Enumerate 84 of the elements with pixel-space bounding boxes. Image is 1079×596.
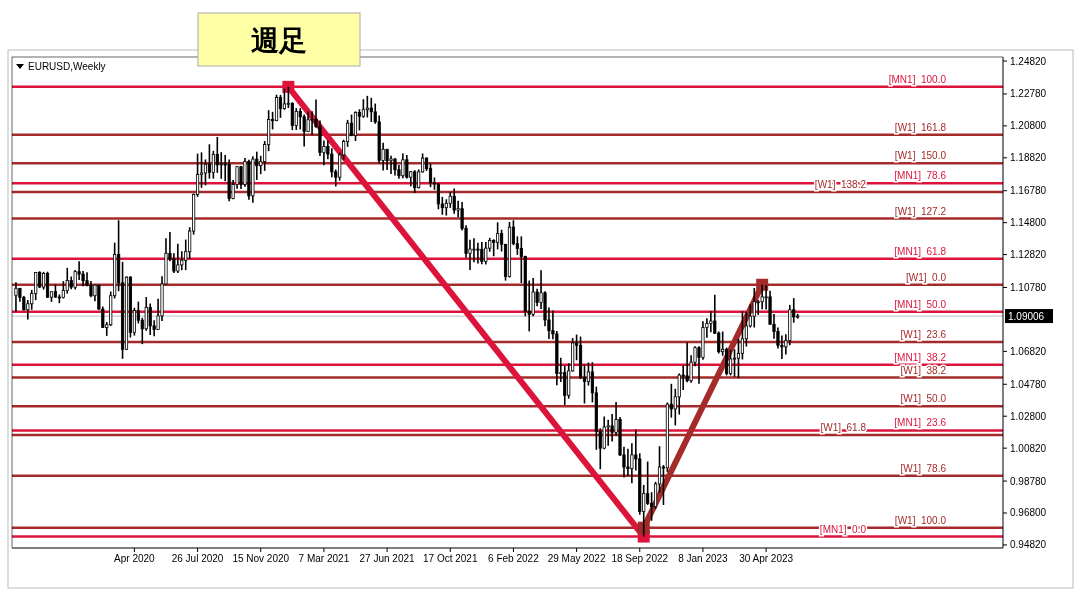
y-tick-label: 1.22780 bbox=[1010, 88, 1047, 100]
y-tick-label: 1.06820 bbox=[1010, 345, 1047, 357]
x-tick-label: 29 May 2022 bbox=[547, 553, 606, 564]
candlestick bbox=[496, 221, 500, 251]
ref-line-label: [W1] 50.0 bbox=[900, 393, 947, 405]
candlestick bbox=[606, 418, 610, 447]
text: 1.09006 bbox=[1008, 311, 1045, 323]
ref-line-label: [MN1] 61.8 bbox=[894, 245, 947, 257]
x-tick-label: 8 Jan 2023 bbox=[678, 553, 729, 564]
candlestick bbox=[480, 241, 484, 266]
candlestick bbox=[736, 337, 741, 379]
candlestick bbox=[219, 151, 223, 180]
y-tick-label: 1.18820 bbox=[1010, 152, 1047, 164]
candlestick bbox=[385, 148, 389, 171]
y-tick-label: 1.10780 bbox=[1010, 282, 1047, 293]
candlestick bbox=[401, 152, 405, 180]
ref-line-label: [W1] 127.2 bbox=[894, 205, 947, 217]
candlestick bbox=[760, 283, 764, 311]
ref-line-label: [MN1] 23.6 bbox=[894, 417, 947, 429]
ref-line-label: [MN1] 100.0 bbox=[888, 73, 947, 85]
y-tick-label: 1.00820 bbox=[1010, 442, 1047, 454]
y-tick-label: 1.16780 bbox=[1010, 185, 1047, 197]
candlestick bbox=[610, 413, 614, 443]
candlestick bbox=[310, 110, 314, 136]
candlestick bbox=[45, 270, 50, 299]
x-tick-label: 6 Feb 2022 bbox=[488, 553, 540, 564]
ref-line-label: [W1] 0.0 bbox=[905, 271, 947, 283]
y-tick-label: 1.14800 bbox=[1010, 217, 1047, 229]
y-tick-label: 0.98780 bbox=[1010, 475, 1047, 487]
candlestick bbox=[365, 95, 369, 119]
ref-line-label: [W1] 100.0 bbox=[894, 514, 947, 526]
candlestick bbox=[207, 143, 211, 180]
ref-line-label: [W1] 23.6 bbox=[900, 329, 947, 341]
candlestick bbox=[211, 150, 215, 180]
ref-line-label: [MN1] 78.6 bbox=[894, 170, 947, 182]
candlestick bbox=[752, 287, 756, 329]
candlestick bbox=[361, 98, 365, 119]
y-tick-label: 1.04780 bbox=[1010, 378, 1047, 390]
candlestick bbox=[436, 182, 440, 211]
x-tick-label: 7 Mar 2021 bbox=[298, 553, 350, 564]
y-tick-label: 0.96800 bbox=[1010, 507, 1047, 519]
candlestick bbox=[740, 310, 744, 361]
ref-line-label: [W1] 78.6 bbox=[900, 462, 947, 474]
x-tick-label: 18 Sep 2022 bbox=[611, 553, 669, 564]
x-tick-label: Apr 2020 bbox=[114, 553, 156, 564]
ref-line-label: [MN1] 50.0 bbox=[894, 298, 947, 310]
candlestick bbox=[282, 87, 287, 111]
ref-line-label: [MN1] 38.2 bbox=[894, 351, 947, 363]
candlestick bbox=[732, 348, 737, 378]
y-tick-label: 1.12820 bbox=[1010, 249, 1047, 261]
candlestick bbox=[278, 94, 283, 119]
x-tick-label: 17 Oct 2021 bbox=[423, 553, 478, 564]
candlestick bbox=[176, 242, 180, 274]
y-tick-label: 1.24820 bbox=[1010, 55, 1047, 67]
candlestick bbox=[148, 302, 152, 336]
candlestick bbox=[294, 107, 298, 131]
y-tick-label: 0.94820 bbox=[1010, 539, 1047, 551]
candlestick bbox=[472, 237, 476, 263]
candlestick bbox=[452, 187, 456, 215]
candlestick bbox=[626, 447, 630, 477]
chart-title: 週足 bbox=[251, 25, 307, 56]
ref-line-label: [W1] 38.2 bbox=[900, 364, 947, 376]
candlestick bbox=[484, 241, 488, 266]
y-tick-label: 1.02800 bbox=[1010, 410, 1047, 422]
candlestick bbox=[353, 110, 358, 142]
x-tick-label: 15 Nov 2020 bbox=[232, 553, 290, 564]
candlestick bbox=[203, 158, 208, 187]
candlestick bbox=[476, 242, 480, 265]
candlestick bbox=[65, 267, 69, 295]
ref-line-label: [W1] 161.8 bbox=[894, 121, 947, 133]
candlestick bbox=[357, 108, 362, 132]
point bbox=[282, 80, 295, 93]
x-tick-label: 27 Jun 2021 bbox=[359, 553, 416, 564]
x-tick-label: 26 Jul 2020 bbox=[171, 553, 224, 564]
candlestick bbox=[239, 165, 243, 190]
x-tick-label: 30 Apr 2023 bbox=[739, 553, 794, 564]
candlestick bbox=[369, 97, 373, 123]
candlestick bbox=[709, 310, 713, 334]
ref-line-label: [W1] 150.0 bbox=[894, 150, 947, 162]
candlestick bbox=[274, 93, 279, 122]
candlestick bbox=[728, 349, 733, 377]
chart-subtitle: EURUSD,Weekly bbox=[28, 61, 106, 72]
y-tick-label: 1.20800 bbox=[1010, 120, 1047, 132]
candlestick bbox=[413, 169, 417, 194]
